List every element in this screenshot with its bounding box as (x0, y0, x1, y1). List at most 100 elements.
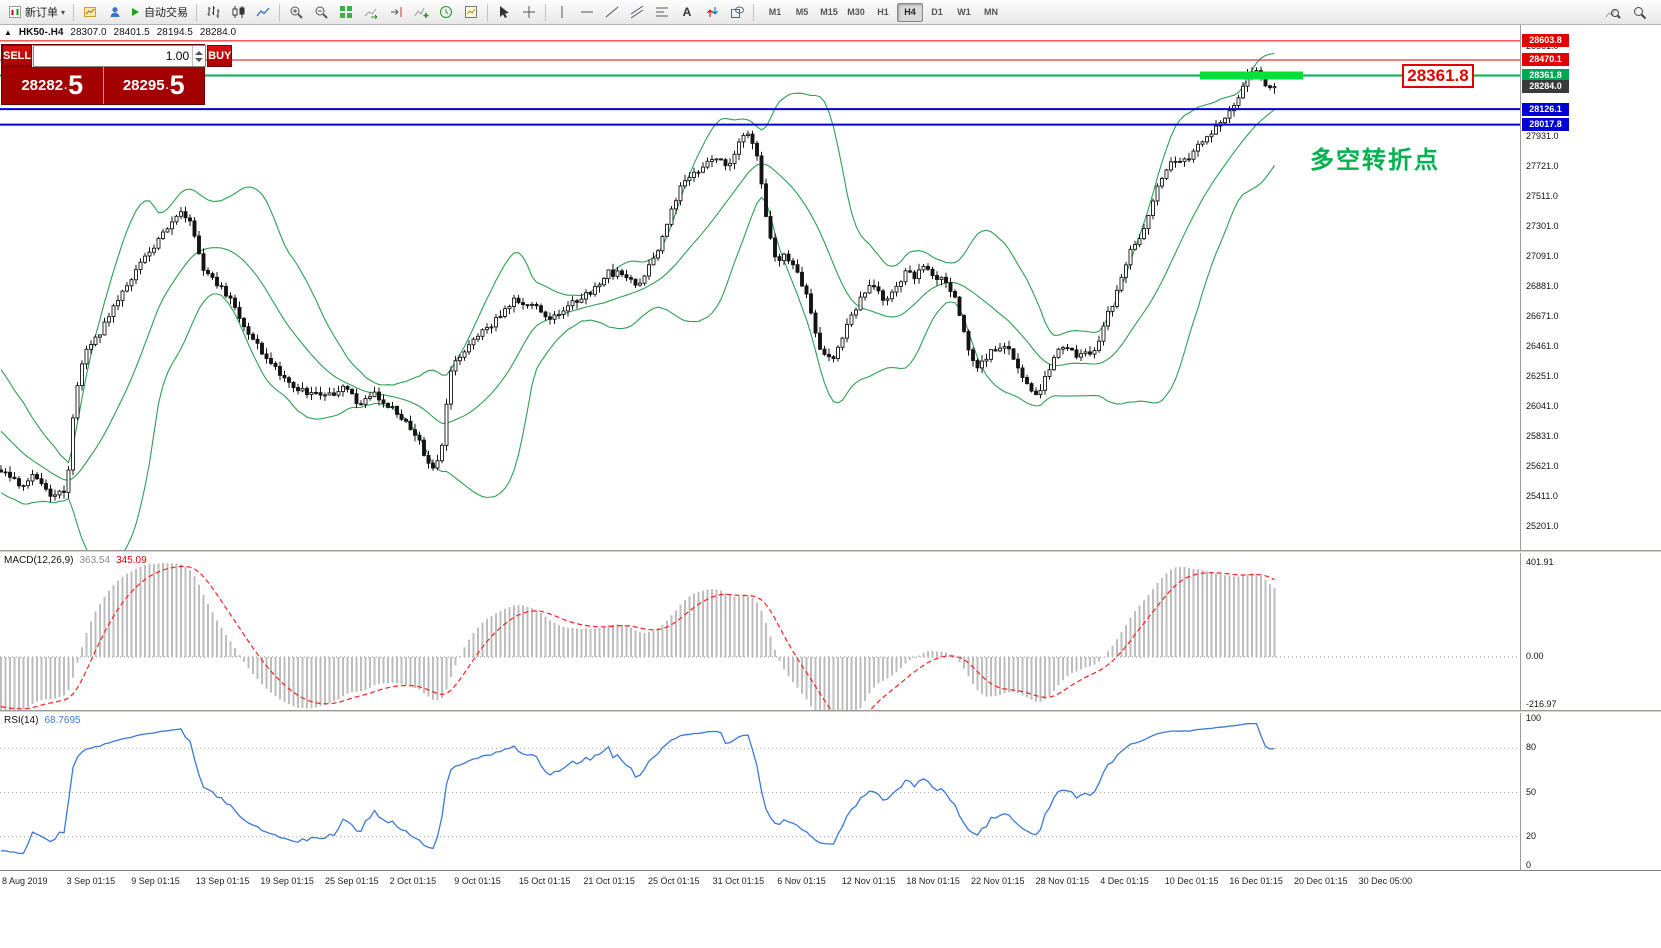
zoom-in-button[interactable] (284, 2, 308, 23)
crosshair-button[interactable] (517, 2, 541, 23)
timeframe-h4-button[interactable]: H4 (897, 2, 924, 22)
magnifier-chart-icon (1605, 5, 1621, 20)
bar-chart-icon (206, 5, 221, 19)
price-scale-tick: 25411.0 (1526, 491, 1558, 501)
cursor-icon (498, 5, 510, 19)
timeframe-w1-button[interactable]: W1 (951, 3, 977, 22)
auto-scroll-icon (364, 5, 379, 19)
pane-splitter[interactable] (0, 710, 1661, 713)
time-axis-line (0, 870, 1661, 871)
price-divider (102, 67, 104, 104)
timeframe-m15-button[interactable]: M15 (816, 3, 842, 22)
shapes-icon (730, 5, 745, 19)
bar-chart-button[interactable] (201, 2, 225, 23)
time-axis-label: 25 Oct 01:15 (648, 876, 700, 886)
price-scale-tick: 25831.0 (1526, 431, 1559, 441)
zoom-out-icon (314, 5, 329, 20)
tile-windows-icon (339, 5, 353, 19)
candlestick-chart-button[interactable] (226, 2, 250, 23)
rsi-canvas[interactable] (0, 713, 1520, 870)
volume-decrease-button[interactable] (195, 57, 204, 62)
price-scale-tick: 27301.0 (1526, 221, 1559, 231)
auto-scroll-button[interactable] (359, 2, 383, 23)
time-axis-label: 30 Dec 05:00 (1358, 876, 1413, 886)
time-axis-label: 6 Nov 01:15 (777, 876, 826, 886)
arrows-button[interactable] (700, 2, 724, 23)
templates-button[interactable] (459, 2, 483, 23)
volume-field (33, 45, 207, 67)
play-icon (132, 8, 140, 16)
toolbar-separator (196, 3, 198, 21)
timeframe-h1-button[interactable]: H1 (870, 3, 896, 22)
arrows-icon (706, 5, 719, 19)
price-scale-tick: 26461.0 (1526, 341, 1559, 351)
timeframe-m30-button[interactable]: M30 (843, 3, 869, 22)
chevron-down-icon: ▾ (61, 7, 66, 17)
time-axis-label: 9 Oct 01:15 (454, 876, 501, 886)
time-axis-label: 22 Nov 01:15 (971, 876, 1025, 886)
sell-price-display[interactable]: 28282. 5 (2, 67, 103, 104)
shapes-button[interactable] (725, 2, 749, 23)
timeframe-m5-button[interactable]: M5 (789, 3, 815, 22)
zoom-window-button[interactable] (1601, 2, 1625, 23)
pane-splitter[interactable] (0, 550, 1661, 553)
channel-icon (630, 5, 644, 19)
time-axis-label: 10 Dec 01:15 (1164, 876, 1219, 886)
macd-main-value: 363.54 (79, 555, 111, 566)
search-button[interactable] (1627, 2, 1651, 23)
text-label-button[interactable]: A (675, 2, 699, 23)
main-toolbar: 新订单 ▾ 自动交易 A M1 M5 M (0, 0, 1661, 25)
fibonacci-button[interactable] (650, 2, 674, 23)
buy-price-big-digit: 5 (169, 70, 185, 100)
sell-price-dot: . (64, 79, 68, 92)
channel-button[interactable] (625, 2, 649, 23)
profiles-button[interactable] (103, 2, 127, 23)
time-axis-label: 20 Dec 01:15 (1294, 876, 1348, 886)
timeframe-d1-button[interactable]: D1 (924, 3, 950, 22)
clock-icon (439, 5, 453, 19)
new-order-button[interactable]: 新订单 ▾ (4, 2, 69, 23)
time-axis-label: 2 Oct 01:15 (389, 876, 437, 886)
cursor-button[interactable] (492, 2, 516, 23)
indicators-button[interactable] (409, 2, 433, 23)
time-axis-label: 13 Sep 01:15 (195, 876, 250, 886)
zoom-out-button[interactable] (309, 2, 333, 23)
price-callout-label[interactable]: 28361.8 (1402, 64, 1474, 88)
price-level-badge: 28284.0 (1522, 80, 1569, 94)
zoom-in-icon (289, 5, 304, 20)
price-scale-tick: 27721.0 (1526, 161, 1559, 171)
periods-button[interactable] (434, 2, 458, 23)
line-chart-icon (256, 5, 271, 19)
time-axis-label: 4 Dec 01:15 (1100, 876, 1149, 886)
volume-increase-button[interactable] (195, 50, 204, 55)
symbol-title: HK50-.H4 (18, 27, 64, 38)
time-axis-label: 3 Sep 01:15 (66, 876, 116, 886)
sell-price-big-digit: 5 (68, 70, 84, 100)
tile-windows-button[interactable] (334, 2, 358, 23)
vertical-line-button[interactable] (550, 2, 574, 23)
volume-input[interactable] (34, 46, 193, 66)
buy-price-dot: . (165, 79, 169, 92)
price-scale-border (1520, 25, 1521, 870)
rsi-indicator-label: RSI(14) 68.7695 (4, 715, 81, 726)
autotrading-button[interactable]: 自动交易 (128, 2, 192, 23)
ohlc-high: 28401.5 (113, 27, 150, 38)
chart-shift-icon (389, 5, 404, 19)
sell-button[interactable]: SELL (2, 45, 33, 67)
toolbar-separator (753, 3, 755, 21)
new-chart-button[interactable] (78, 2, 102, 23)
line-chart-button[interactable] (251, 2, 275, 23)
timeframe-m1-button[interactable]: M1 (762, 3, 788, 22)
buy-button[interactable]: BUY (207, 45, 233, 67)
buy-price-display[interactable]: 28295. 5 (103, 67, 204, 104)
price-chart-canvas[interactable] (0, 25, 1520, 550)
chart-shift-button[interactable] (384, 2, 408, 23)
macd-indicator-label: MACD(12,26,9) 363.54 345.09 (4, 555, 147, 566)
horizontal-line-button[interactable] (575, 2, 599, 23)
rsi-name: RSI(14) (4, 715, 39, 726)
timeframe-mn-button[interactable]: MN (978, 3, 1004, 22)
macd-canvas[interactable] (0, 553, 1520, 710)
chart-collapse-icon[interactable]: ▲ (4, 28, 12, 37)
trendline-button[interactable] (600, 2, 624, 23)
turning-point-annotation[interactable]: 多空转折点 (1310, 147, 1440, 174)
